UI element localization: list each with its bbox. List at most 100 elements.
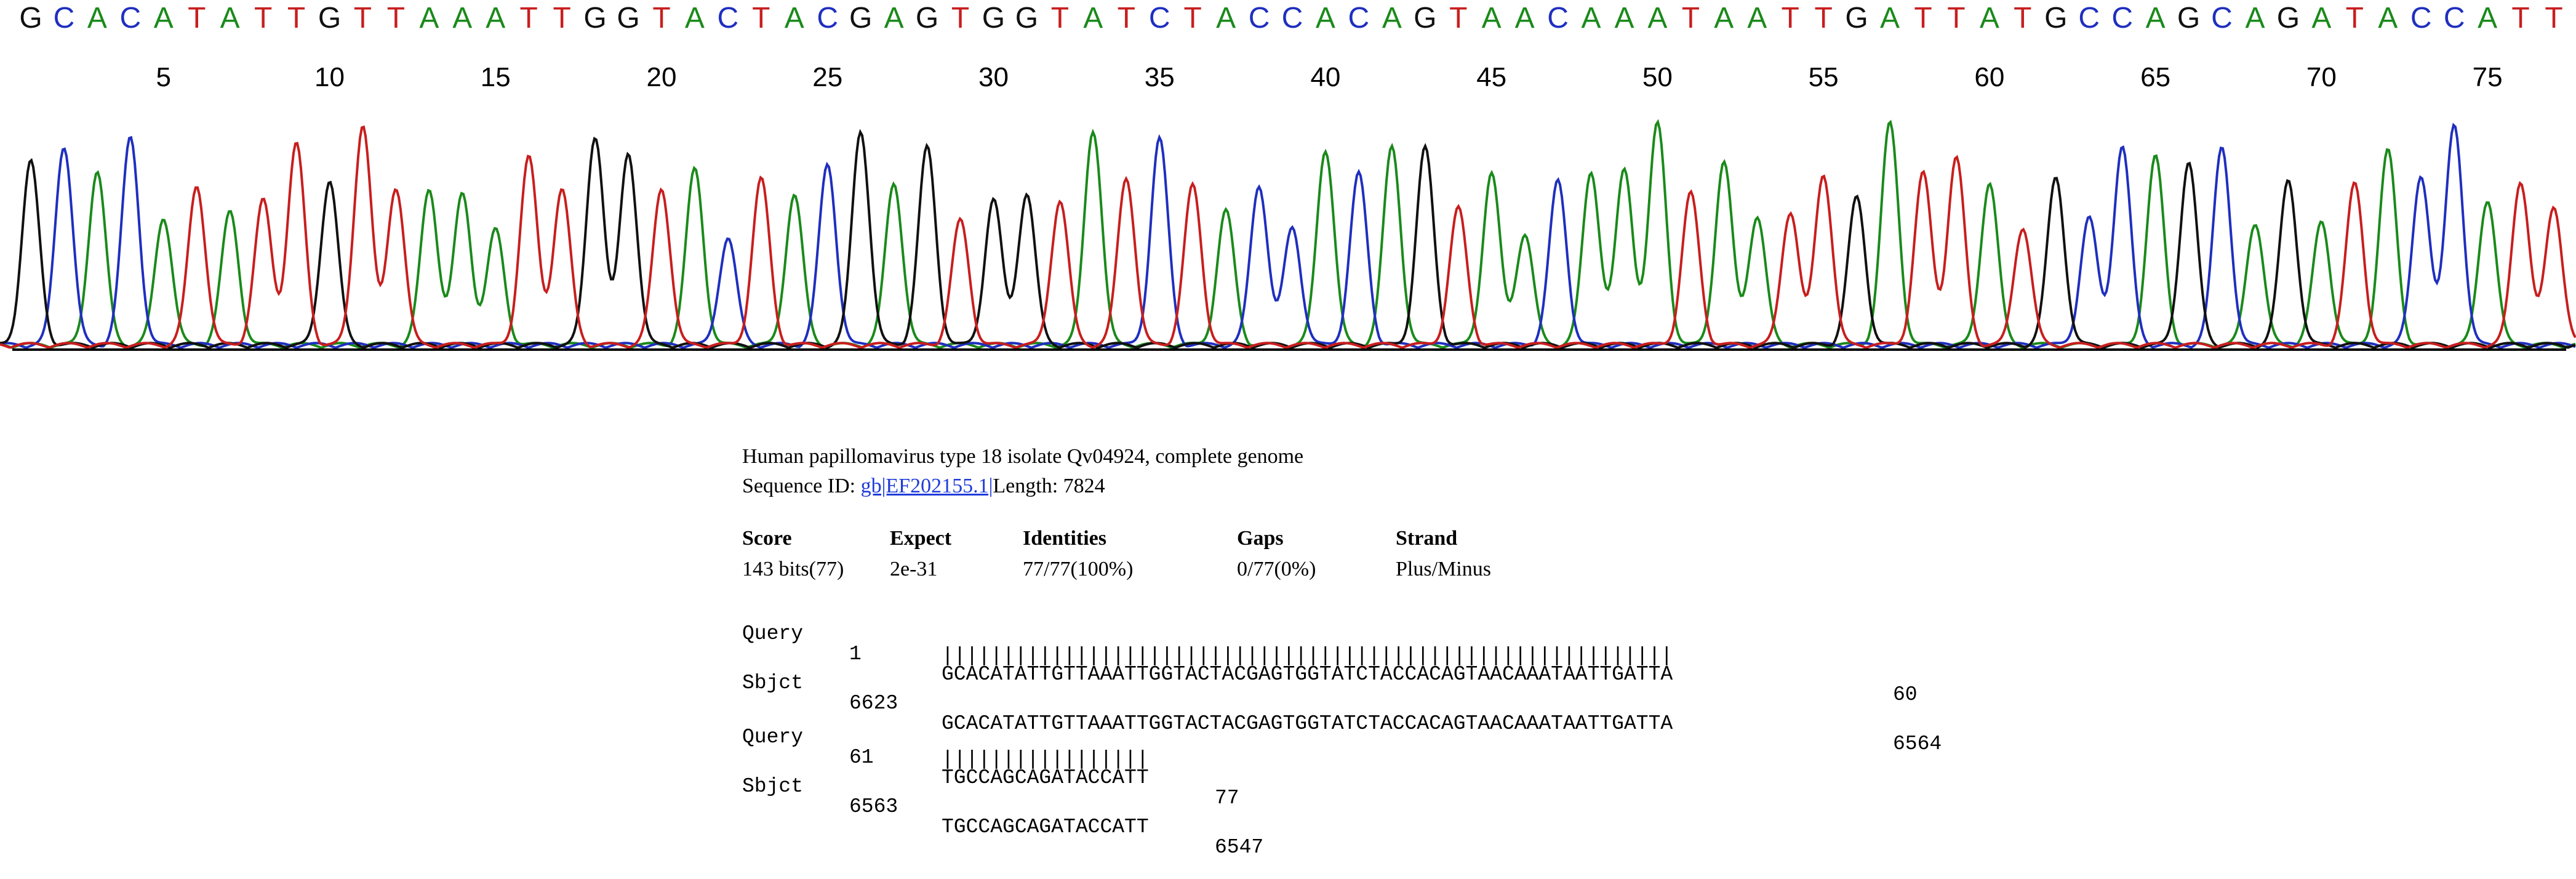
- position-label: 20: [646, 62, 677, 92]
- position-label: 65: [2140, 62, 2171, 92]
- base-call: T: [2345, 2, 2364, 34]
- stat-value: 143 bits(77): [742, 558, 844, 580]
- query-sequence: GCACATATTGTTAAATTGGTACTACGAGTGGTATCTACCA…: [942, 663, 1673, 686]
- base-call: T: [2545, 2, 2563, 34]
- stat-header: Identities: [1023, 527, 1106, 550]
- base-call: T: [287, 2, 306, 34]
- base-call: G: [2177, 2, 2201, 34]
- base-call: G: [915, 2, 939, 34]
- query-end: 60: [1893, 683, 1918, 706]
- sbjct-label: Sbjct: [742, 672, 804, 694]
- base-call: T: [652, 2, 671, 34]
- base-call: A: [1714, 2, 1734, 34]
- base-call: A: [2145, 2, 2166, 34]
- base-call: A: [1514, 2, 1535, 34]
- stat-header: Strand: [1396, 527, 1458, 550]
- base-call: A: [1647, 2, 1668, 34]
- base-call: G: [1015, 2, 1039, 34]
- base-call: T: [1947, 2, 1966, 34]
- stat-score: Score 143 bits(77): [742, 523, 844, 585]
- base-call: G: [849, 2, 873, 34]
- base-position-axis: 5 10 15 20 25 30 35 40 45 50 55 60 65 70 75: [0, 64, 2576, 101]
- base-call: A: [1481, 2, 1502, 34]
- base-call: A: [1382, 2, 1402, 34]
- base-call: A: [684, 2, 705, 34]
- base-call: G: [1845, 2, 1868, 34]
- sbjct-row: Sbjct 6623 GCACATATTGTTAAATTGGTACTACGAGT…: [742, 652, 1942, 774]
- position-label: 60: [1974, 62, 2005, 92]
- base-call: C: [2410, 2, 2432, 34]
- base-call: T: [1449, 2, 1468, 34]
- base-call: C: [817, 2, 839, 34]
- base-call: T: [1781, 2, 1799, 34]
- position-label: 70: [2306, 62, 2337, 92]
- base-call: C: [1348, 2, 1370, 34]
- match-line: ||||||||||||||||||||||||||||||||||||||||…: [942, 644, 1673, 667]
- base-call: C: [1547, 2, 1569, 34]
- position-label: 75: [2472, 62, 2503, 92]
- base-call: T: [1183, 2, 1202, 34]
- query-sequence: TGCCAGCAGATACCATT: [942, 766, 1149, 789]
- position-label: 45: [1476, 62, 1507, 92]
- base-call: A: [153, 2, 174, 34]
- stat-value: 77/77(100%): [1023, 558, 1134, 580]
- base-call: T: [386, 2, 406, 34]
- base-call: A: [1614, 2, 1634, 34]
- stat-header: Gaps: [1237, 527, 1284, 550]
- base-call: A: [1979, 2, 1999, 34]
- base-call: C: [1281, 2, 1303, 34]
- base-call: A: [2378, 2, 2398, 34]
- query-label: Query: [742, 622, 804, 645]
- base-call: C: [2443, 2, 2465, 34]
- base-call: C: [1248, 2, 1270, 34]
- sbjct-row: Sbjct 6563 TGCCAGCAGATACCATT 6547: [742, 756, 1263, 878]
- blast-result: Human papillomavirus type 18 isolate Qv0…: [742, 442, 2527, 857]
- base-call: G: [19, 2, 42, 34]
- sequence-id-link[interactable]: gb|EF202155.1|: [860, 475, 993, 497]
- base-call: A: [452, 2, 473, 34]
- base-call: C: [2211, 2, 2233, 34]
- query-row: Query 1 GCACATATTGTTAAATTGGTACTACGAGTGGT…: [742, 603, 1918, 725]
- base-call: T: [254, 2, 273, 34]
- trace-T-channel: [0, 125, 2576, 350]
- sbjct-start: 6623: [849, 692, 898, 715]
- base-call: T: [2014, 2, 2032, 34]
- base-call: T: [1814, 2, 1833, 34]
- base-call: T: [951, 2, 970, 34]
- base-call: G: [617, 2, 640, 34]
- base-call: T: [1117, 2, 1135, 34]
- base-call: C: [717, 2, 739, 34]
- match-row: ||||||||||||||||||||||||||||||||||||||||…: [742, 625, 1673, 686]
- match-row: |||||||||||||||||: [742, 729, 1149, 790]
- base-call: A: [2245, 2, 2265, 34]
- stat-header: Expect: [890, 527, 952, 550]
- alignment-block: Query 1 GCACATATTGTTAAATTGGTACTACGAGTGGT…: [742, 603, 2527, 857]
- base-call: T: [353, 2, 372, 34]
- sbjct-end: 6547: [1215, 836, 1264, 859]
- stat-header: Score: [742, 527, 792, 550]
- base-call: A: [1216, 2, 1236, 34]
- trace-C-channel: [0, 122, 2576, 350]
- query-start: 1: [849, 643, 862, 665]
- sbjct-start: 6563: [849, 795, 898, 818]
- base-call: T: [1681, 2, 1700, 34]
- base-call: G: [2044, 2, 2068, 34]
- base-call: T: [188, 2, 206, 34]
- base-call: C: [2111, 2, 2134, 34]
- stat-value: 0/77(0%): [1237, 558, 1316, 580]
- base-call: G: [1414, 2, 1437, 34]
- alignment-stats: Score 143 bits(77) Expect 2e-31 Identiti…: [742, 523, 2527, 591]
- stat-expect: Expect 2e-31: [890, 523, 951, 585]
- sbjct-end: 6564: [1893, 732, 1942, 755]
- query-start: 61: [849, 746, 874, 769]
- base-call: A: [87, 2, 107, 34]
- length-text: Length: 7824: [993, 475, 1105, 497]
- position-label: 35: [1144, 62, 1175, 92]
- stat-value: Plus/Minus: [1396, 558, 1491, 580]
- base-call: A: [2478, 2, 2498, 34]
- position-label: 5: [156, 62, 172, 92]
- base-call: C: [2078, 2, 2100, 34]
- stat-strand: Strand Plus/Minus: [1396, 523, 1491, 585]
